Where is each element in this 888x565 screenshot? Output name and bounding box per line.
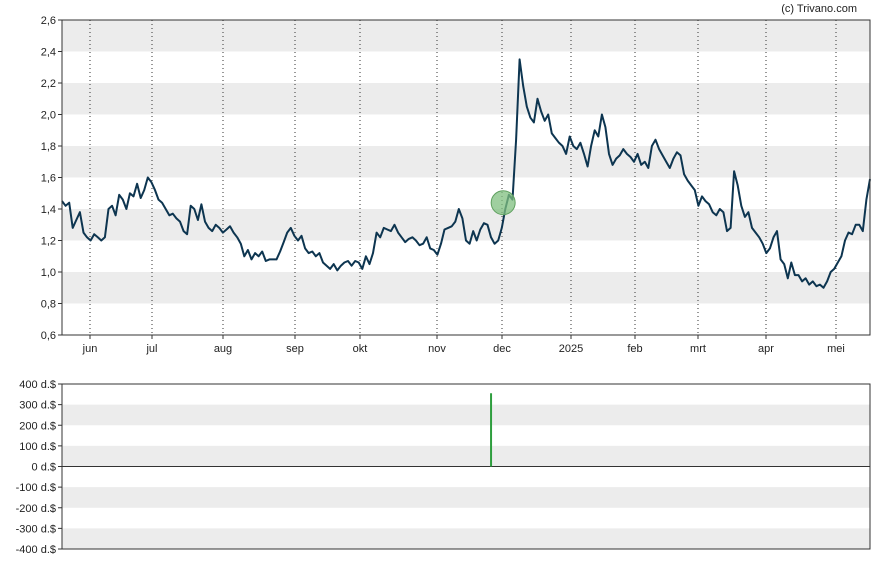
volume-y-tick-label: -100 d.$ <box>16 482 56 494</box>
price-frame <box>61 19 871 336</box>
volume-y-tick-label: 300 d.$ <box>19 400 56 412</box>
y-tick-label: 1,6 <box>41 173 56 185</box>
credit-text: (c) Trivano.com <box>781 3 857 15</box>
volume-y-tick-label: -400 d.$ <box>16 544 56 556</box>
y-tick-label: 0,6 <box>41 330 56 342</box>
y-tick-label: 1,2 <box>41 236 56 248</box>
x-tick-label: mrt <box>690 343 706 355</box>
volume-y-tick-label: 0 d.$ <box>32 462 56 474</box>
x-tick-label: jun <box>82 343 98 355</box>
y-tick-label: 2,6 <box>41 15 56 27</box>
x-tick-label: dec <box>493 343 511 355</box>
y-tick-label: 2,0 <box>41 110 56 122</box>
volume-y-tick-label: -200 d.$ <box>16 503 56 515</box>
y-tick-label: 0,8 <box>41 299 56 311</box>
price-grid-band <box>62 20 870 52</box>
x-tick-label: mei <box>827 343 845 355</box>
volume-grid-band <box>62 404 870 426</box>
volume-grid-band <box>62 487 870 508</box>
volume-y-tick-label: 100 d.$ <box>19 441 56 453</box>
volume-grid-band <box>62 445 870 467</box>
price-grid-band <box>62 83 870 115</box>
volume-y-tick-label: 400 d.$ <box>19 379 56 391</box>
y-tick-label: 2,2 <box>41 78 56 90</box>
x-tick-label: 2025 <box>559 343 583 355</box>
volume-frame <box>61 383 871 550</box>
y-tick-label: 1,8 <box>41 141 56 153</box>
x-tick-label: jul <box>145 343 157 355</box>
y-tick-label: 1,0 <box>41 267 56 279</box>
price-grid-band <box>62 272 870 304</box>
x-tick-label: apr <box>758 343 774 355</box>
x-tick-label: feb <box>627 343 642 355</box>
volume-panel: 400 d.$ 300 d.$ 200 d.$ 100 d.$ 0 d.$ -100 d.… <box>16 379 871 556</box>
event-marker <box>490 190 516 216</box>
x-tick-label: okt <box>353 343 368 355</box>
volume-grid-band <box>62 528 870 549</box>
y-tick-label: 2,4 <box>41 47 56 59</box>
x-tick-label: nov <box>428 343 446 355</box>
price-line <box>61 58 871 289</box>
x-tick-label: sep <box>286 343 304 355</box>
price-grid-band <box>62 146 870 178</box>
volume-y-tick-label: 200 d.$ <box>19 420 56 432</box>
x-tick-label: aug <box>214 343 232 355</box>
price-panel: jun jul aug sep okt nov dec 2025 feb mrt apr mei 0,6… <box>41 15 871 355</box>
volume-y-tick-label: -300 d.$ <box>16 523 56 535</box>
y-tick-label: 1,4 <box>41 204 56 216</box>
